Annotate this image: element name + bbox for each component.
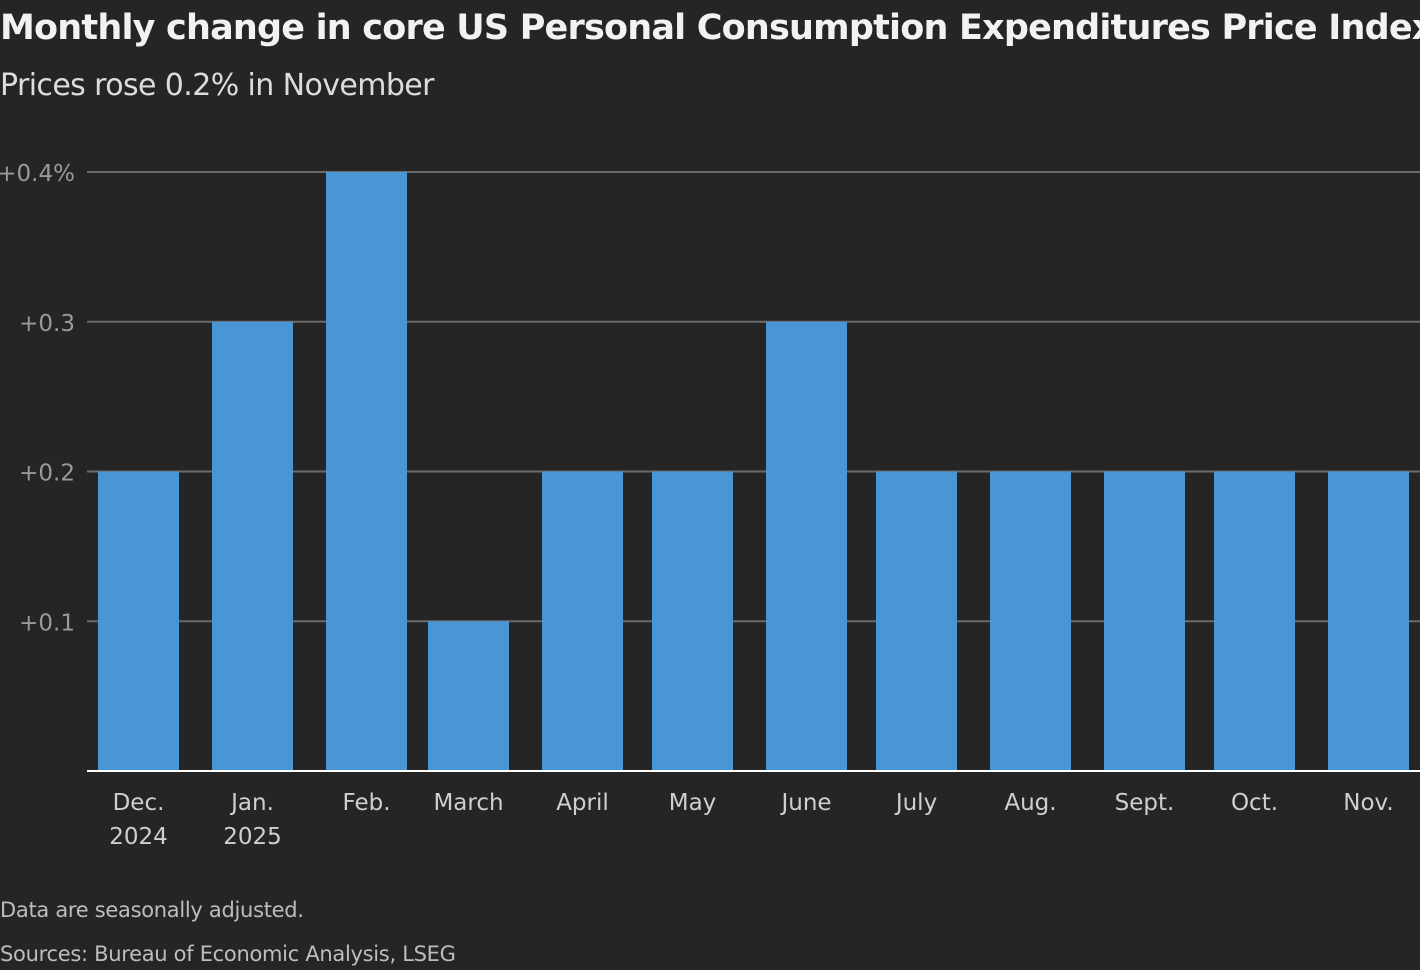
x-tick-label: Oct. — [1231, 790, 1278, 816]
x-tick-label: May — [669, 790, 717, 816]
x-tick-label: Aug. — [1004, 790, 1056, 816]
x-tick-label: Feb. — [342, 790, 390, 816]
x-tick-label: Dec. — [113, 790, 165, 816]
x-tick-label: Sept. — [1115, 790, 1175, 816]
bar — [326, 172, 407, 771]
y-tick-label: +0.3 — [19, 311, 75, 337]
chart-title: Monthly change in core US Personal Consu… — [0, 8, 1420, 48]
x-tick-label: July — [894, 790, 937, 816]
x-tick-label: April — [556, 790, 609, 816]
x-tick-label: Nov. — [1343, 790, 1393, 816]
bar — [876, 471, 957, 771]
bar — [212, 321, 293, 771]
y-tick-label: +0.1 — [19, 610, 75, 636]
x-tick-label: March — [433, 790, 503, 816]
y-tick-label: +0.2 — [19, 461, 75, 487]
bar — [98, 471, 179, 771]
bar-chart: +0.1 +0.2 +0.3 +0.4% Dec. 2024 Jan. 2025 Feb. Mar… — [0, 161, 1420, 850]
bar — [1104, 471, 1185, 771]
x-tick-label: June — [779, 790, 831, 816]
bar — [766, 321, 847, 771]
chart-source: Sources: Bureau of Economic Analysis, LS… — [0, 942, 456, 966]
chart-subtitle: Prices rose 0.2% in November — [0, 68, 435, 103]
bar — [652, 471, 733, 771]
bar — [428, 621, 509, 771]
chart-note: Data are seasonally adjusted. — [0, 898, 304, 922]
bar — [1328, 471, 1409, 771]
x-tick-label: 2024 — [109, 824, 168, 850]
x-tick-label: 2025 — [223, 824, 282, 850]
y-tick-label: +0.4% — [0, 161, 75, 187]
bar — [990, 471, 1071, 771]
bar — [1214, 471, 1295, 771]
bar — [542, 471, 623, 771]
x-tick-label: Jan. — [229, 790, 274, 816]
